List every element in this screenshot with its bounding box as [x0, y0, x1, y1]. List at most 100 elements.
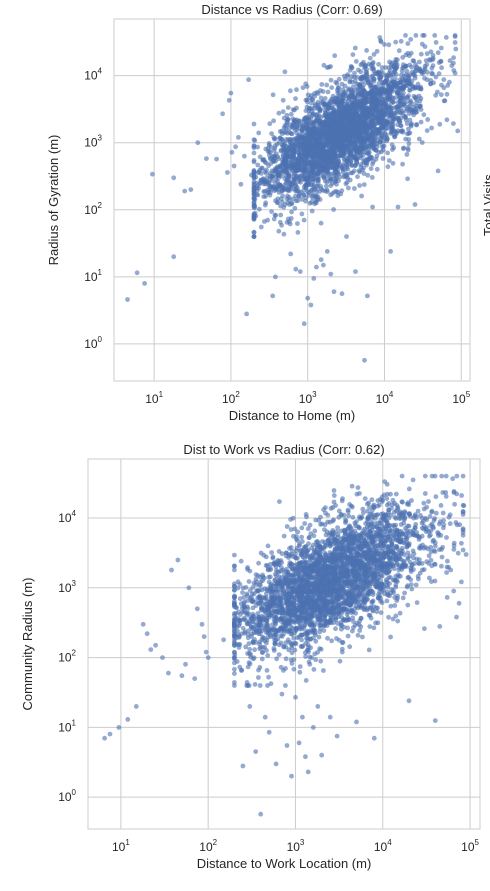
- scatter-point: [339, 614, 345, 620]
- scatter-point: [447, 521, 453, 527]
- scatter-point: [271, 118, 276, 124]
- scatter-point: [344, 179, 350, 185]
- scatter-point: [289, 158, 295, 164]
- scatter-point: [301, 321, 307, 327]
- scatter-point: [394, 108, 400, 114]
- scatter-point: [418, 119, 424, 125]
- scatter-point: [289, 209, 294, 215]
- scatter-point: [327, 134, 332, 140]
- scatter-point: [310, 97, 316, 103]
- y-tick-label: 102: [84, 201, 102, 217]
- scatter-point: [266, 181, 272, 186]
- scatter-point: [293, 193, 298, 199]
- scatter-point: [412, 202, 418, 207]
- scatter-point: [328, 142, 334, 148]
- scatter-point: [441, 77, 447, 82]
- scatter-point: [438, 92, 444, 98]
- scatter-point: [392, 134, 397, 140]
- scatter-point: [383, 118, 388, 123]
- scatter-point: [256, 206, 262, 212]
- scatter-point: [376, 61, 381, 67]
- scatter-point: [273, 274, 278, 280]
- scatter-point: [374, 48, 380, 54]
- scatter-point: [362, 357, 367, 363]
- scatter-point: [311, 119, 317, 125]
- scatter-point: [452, 34, 458, 39]
- scatter-point: [297, 669, 303, 675]
- scatter-point: [447, 58, 453, 64]
- scatter-point: [408, 582, 414, 587]
- scatter-point: [403, 113, 408, 119]
- scatter-point: [394, 104, 400, 110]
- scatter-point: [279, 222, 284, 228]
- scatter-point: [371, 159, 376, 164]
- scatter-point: [335, 525, 340, 530]
- y-axis-label: Radius of Gyration (m): [46, 135, 61, 266]
- scatter-point: [244, 311, 250, 317]
- scatter-point: [335, 142, 341, 148]
- scatter-point: [407, 560, 413, 565]
- scatter-point: [389, 142, 395, 148]
- scatter-point: [318, 95, 324, 101]
- scatter-point: [417, 104, 423, 110]
- scatter-point: [371, 146, 376, 151]
- scatter-point: [372, 104, 378, 109]
- scatter-point: [251, 143, 257, 149]
- scatter-point: [306, 177, 312, 183]
- scatter-point: [279, 128, 285, 134]
- scatter-point: [443, 35, 449, 40]
- scatter-point: [324, 189, 330, 195]
- scatter-point: [368, 166, 374, 172]
- scatter-point: [370, 109, 376, 115]
- scatter-point: [283, 129, 289, 135]
- scatter-point: [340, 125, 345, 131]
- scatter-point: [341, 114, 347, 119]
- scatter-point: [308, 302, 314, 308]
- scatter-point: [298, 143, 304, 149]
- scatter-point: [336, 85, 341, 90]
- scatter-point: [364, 48, 369, 53]
- scatter-point: [326, 64, 332, 70]
- scatter-point: [257, 683, 263, 688]
- scatter-point: [309, 93, 314, 98]
- scatter-point: [276, 110, 282, 116]
- scatter-point: [280, 97, 286, 103]
- scatter-point: [362, 139, 368, 145]
- scatter-point: [433, 494, 439, 500]
- scatter-point: [337, 138, 343, 144]
- scatter-point: [437, 121, 443, 127]
- scatter-point: [353, 523, 358, 529]
- scatter-point: [425, 117, 431, 122]
- scatter-point: [422, 63, 428, 69]
- scatter-point: [338, 99, 344, 104]
- scatter-point: [324, 179, 330, 185]
- scatter-point: [352, 163, 358, 169]
- y-tick-label: 101: [84, 268, 102, 284]
- scatter-point: [453, 46, 459, 52]
- scatter-point: [302, 153, 308, 158]
- scatter-point: [320, 99, 326, 104]
- scatter-point: [288, 88, 293, 94]
- scatter-point: [379, 103, 385, 109]
- scatter-point: [320, 89, 326, 94]
- scatter-point: [301, 126, 306, 132]
- scatter-point: [246, 641, 252, 647]
- scatter-point: [379, 600, 385, 606]
- scatter-point: [226, 97, 232, 103]
- scatter-point: [386, 158, 392, 164]
- scatter-point: [378, 71, 384, 76]
- scatter-point: [363, 160, 369, 166]
- scatter-point: [414, 600, 420, 605]
- scatter-point: [292, 205, 298, 211]
- scatter-point: [264, 668, 270, 673]
- scatter-point: [368, 143, 373, 148]
- scatter-point: [417, 59, 422, 65]
- scatter-point: [377, 90, 383, 96]
- scatter-point: [292, 163, 297, 169]
- scatter-point: [390, 497, 396, 503]
- scatter-point: [251, 181, 257, 187]
- scatter-point: [376, 109, 382, 115]
- scatter-point: [328, 126, 334, 132]
- scatter-point: [385, 150, 390, 156]
